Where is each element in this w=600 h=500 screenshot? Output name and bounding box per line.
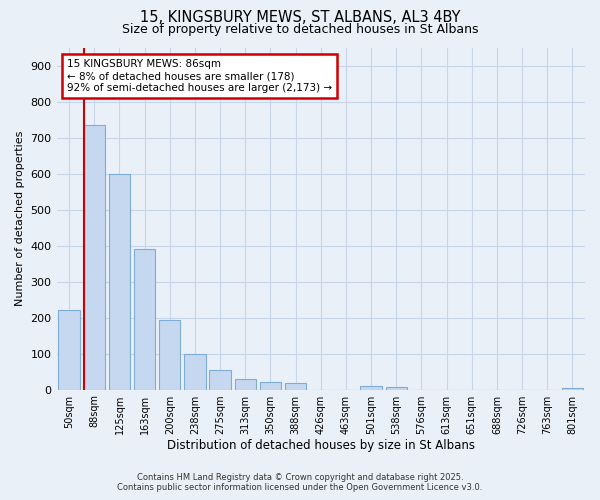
Bar [562,388,583,390]
X-axis label: Distribution of detached houses by size in St Albans: Distribution of detached houses by size … [167,440,475,452]
Bar [109,174,130,390]
Y-axis label: Number of detached properties: Number of detached properties [15,131,25,306]
Text: 15, KINGSBURY MEWS, ST ALBANS, AL3 4BY: 15, KINGSBURY MEWS, ST ALBANS, AL3 4BY [140,10,460,25]
Bar [159,320,181,390]
Bar [209,370,231,390]
Bar [260,382,281,390]
Bar [235,379,256,390]
Bar [361,386,382,390]
Text: 15 KINGSBURY MEWS: 86sqm
← 8% of detached houses are smaller (178)
92% of semi-d: 15 KINGSBURY MEWS: 86sqm ← 8% of detache… [67,60,332,92]
Bar [134,249,155,390]
Text: Size of property relative to detached houses in St Albans: Size of property relative to detached ho… [122,22,478,36]
Bar [285,383,307,390]
Text: Contains HM Land Registry data © Crown copyright and database right 2025.
Contai: Contains HM Land Registry data © Crown c… [118,473,482,492]
Bar [184,354,206,390]
Bar [83,125,105,390]
Bar [58,310,80,390]
Bar [386,386,407,390]
